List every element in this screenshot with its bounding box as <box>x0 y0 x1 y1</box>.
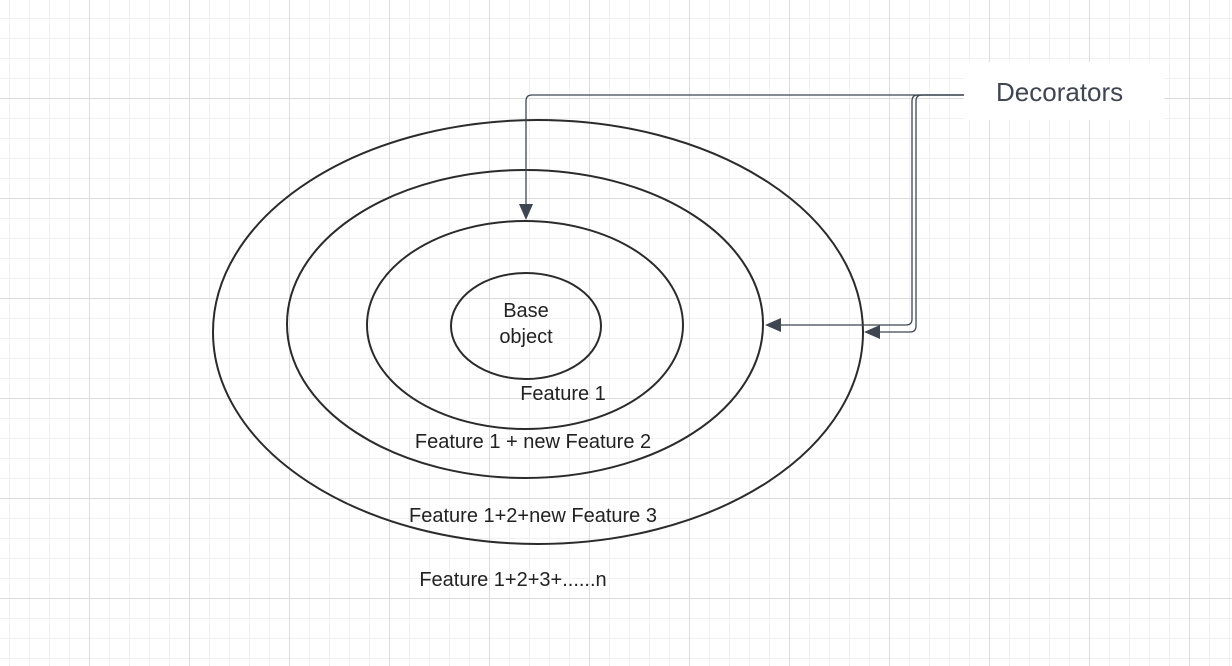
ring-label-feature-1: Feature 1 <box>520 383 606 405</box>
connector-to-feature-1-ring <box>525 94 964 204</box>
ring-label-feature-3: Feature 1+2+new Feature 3 <box>409 505 657 527</box>
arrow-left-icon <box>864 325 880 339</box>
ring-outer <box>212 119 864 545</box>
connector-to-feature-3-ring <box>880 94 964 333</box>
ring-base <box>450 272 602 380</box>
connector-to-feature-2-ring <box>781 94 964 326</box>
ring-label-feature-2: Feature 1 + new Feature 2 <box>414 431 652 453</box>
base-object-label: Base object <box>499 300 553 348</box>
arrow-down-icon <box>519 204 533 220</box>
ring-label-feature-n: Feature 1+2+3+......n <box>419 569 607 591</box>
decorators-label-box <box>964 62 1164 120</box>
ring-second <box>366 220 684 430</box>
ring-third <box>286 169 764 479</box>
arrow-left-icon <box>765 318 781 332</box>
decorators-label: Decorators <box>996 77 1124 107</box>
